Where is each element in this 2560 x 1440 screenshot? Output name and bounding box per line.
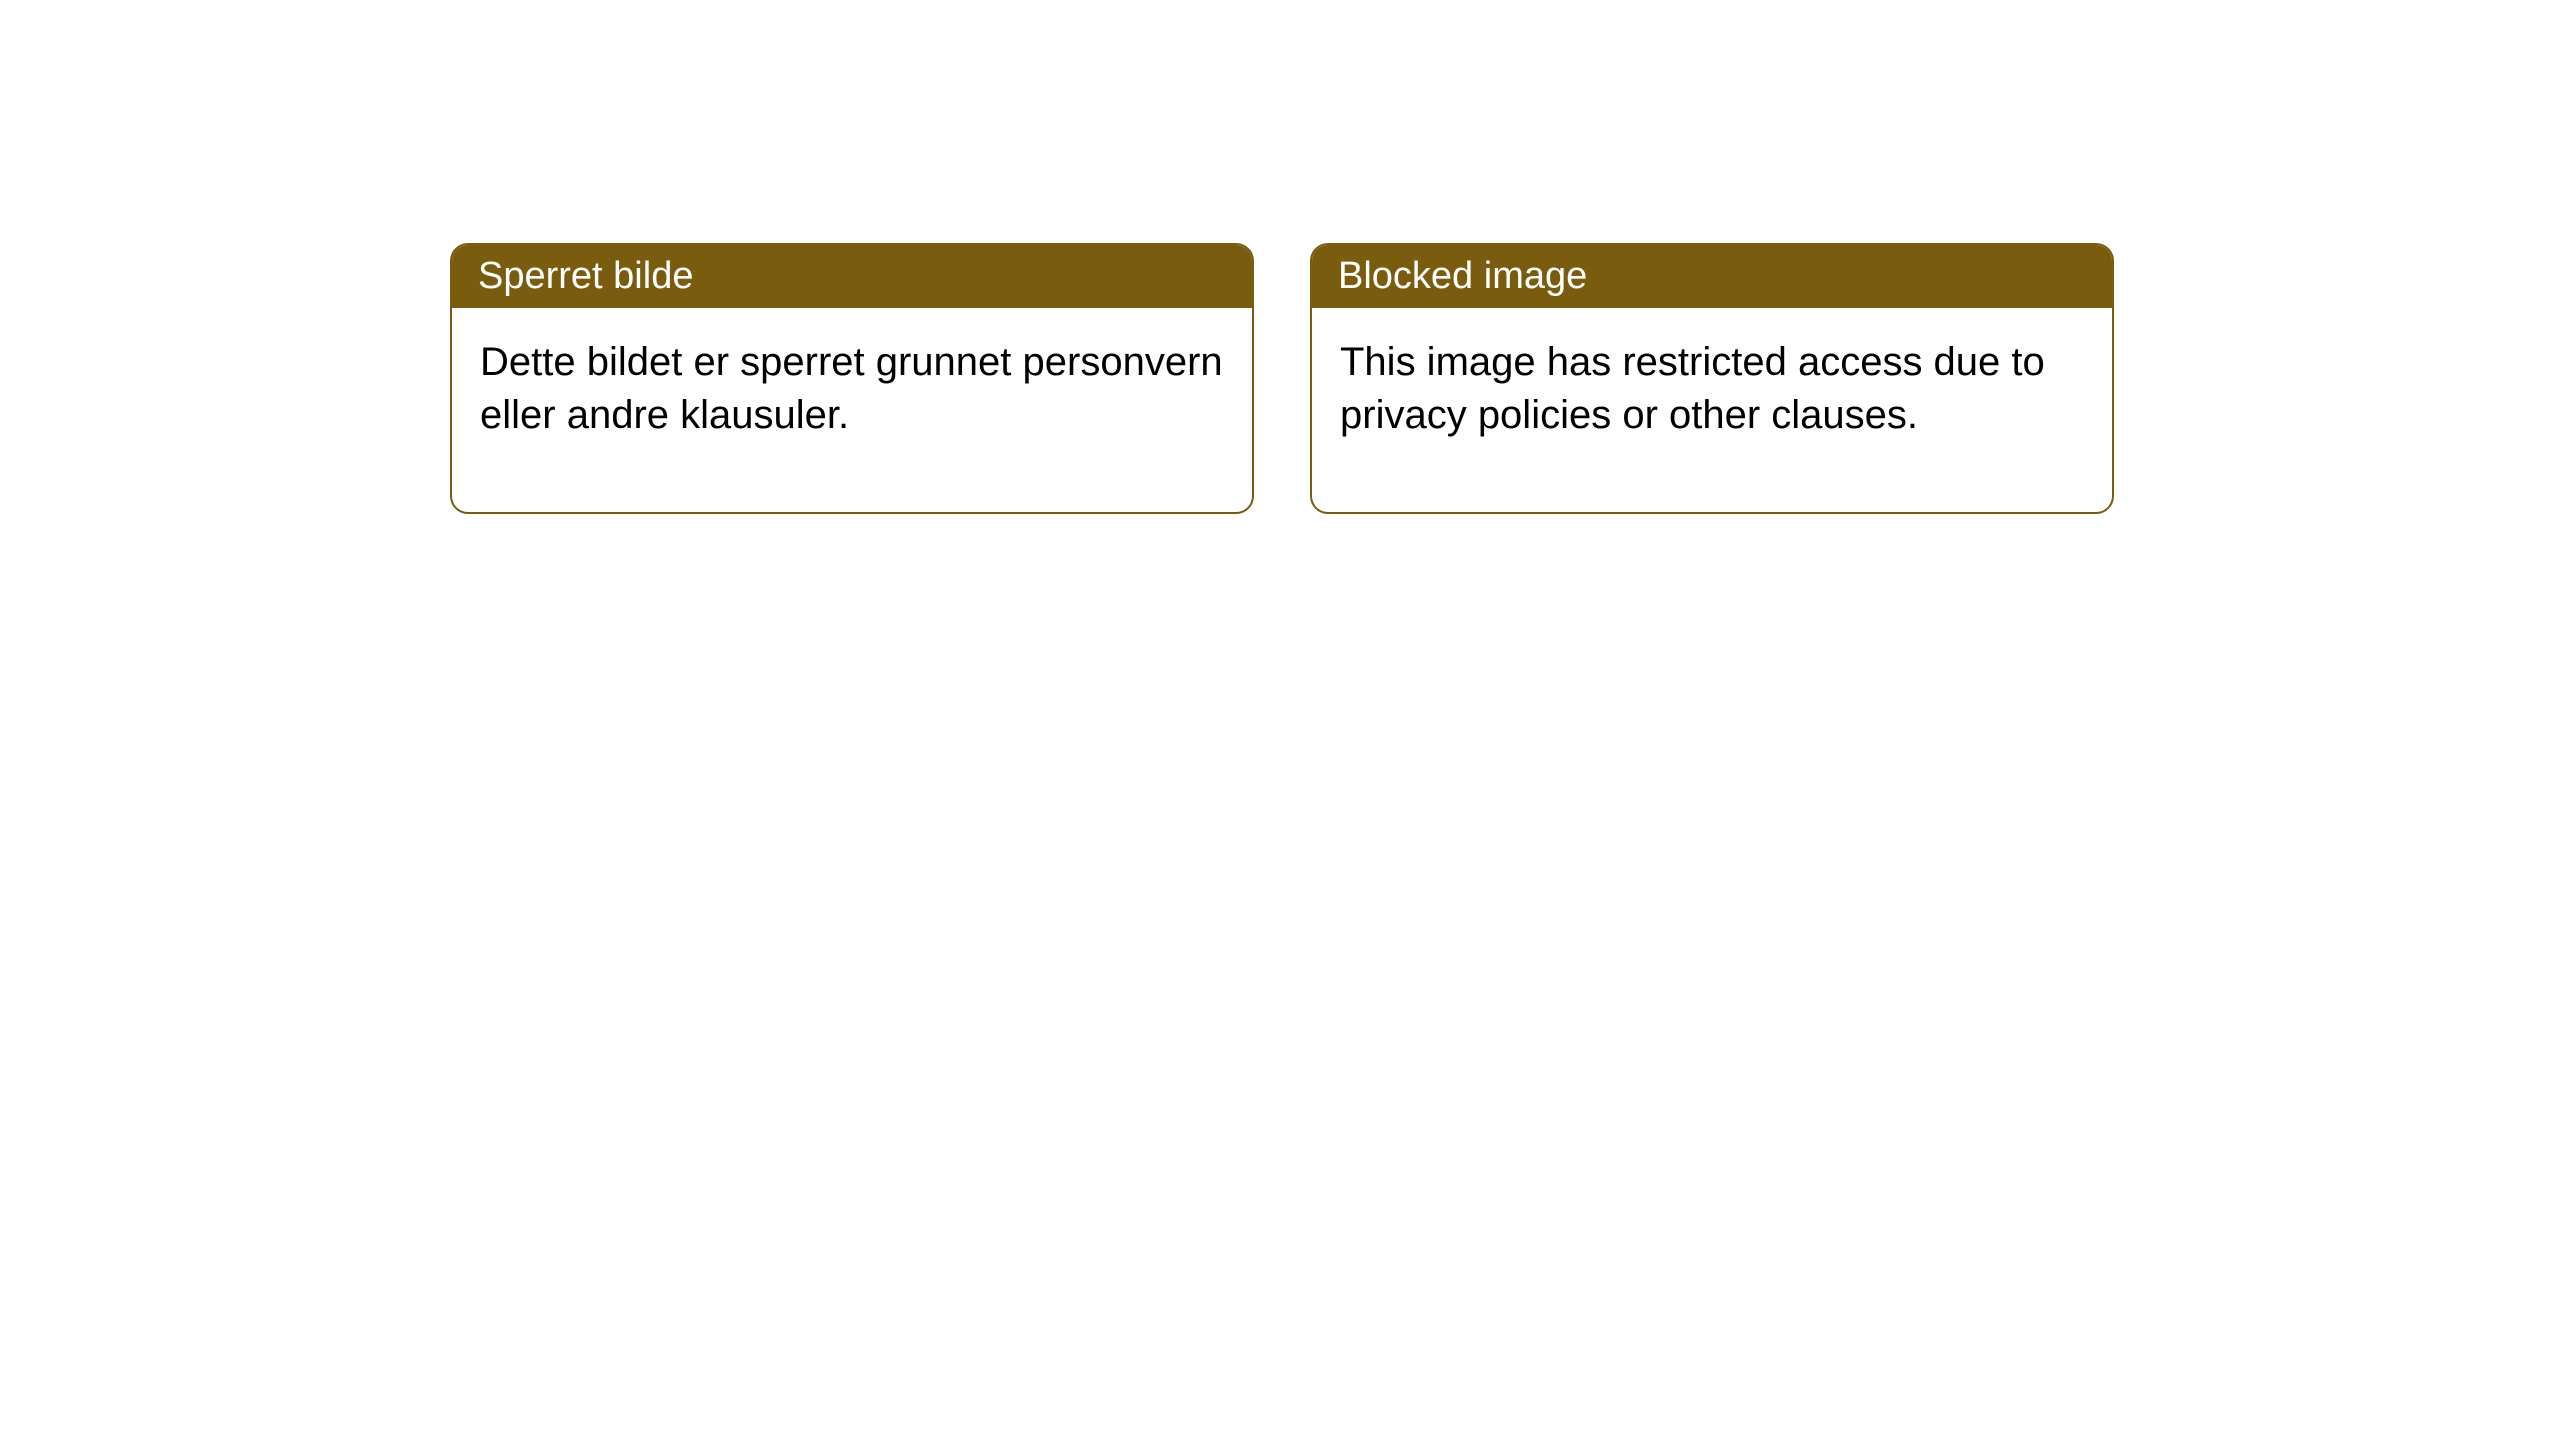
card-title: Blocked image	[1338, 255, 1587, 297]
card-body-text: This image has restricted access due to …	[1340, 340, 2045, 437]
card-body: This image has restricted access due to …	[1312, 308, 2112, 512]
info-cards-container: Sperret bilde Dette bildet er sperret gr…	[450, 243, 2114, 514]
card-body: Dette bildet er sperret grunnet personve…	[452, 308, 1252, 512]
card-header: Sperret bilde	[452, 245, 1252, 308]
card-title: Sperret bilde	[478, 255, 693, 297]
info-card-norwegian: Sperret bilde Dette bildet er sperret gr…	[450, 243, 1254, 514]
info-card-english: Blocked image This image has restricted …	[1310, 243, 2114, 514]
card-body-text: Dette bildet er sperret grunnet personve…	[480, 340, 1223, 437]
card-header: Blocked image	[1312, 245, 2112, 308]
